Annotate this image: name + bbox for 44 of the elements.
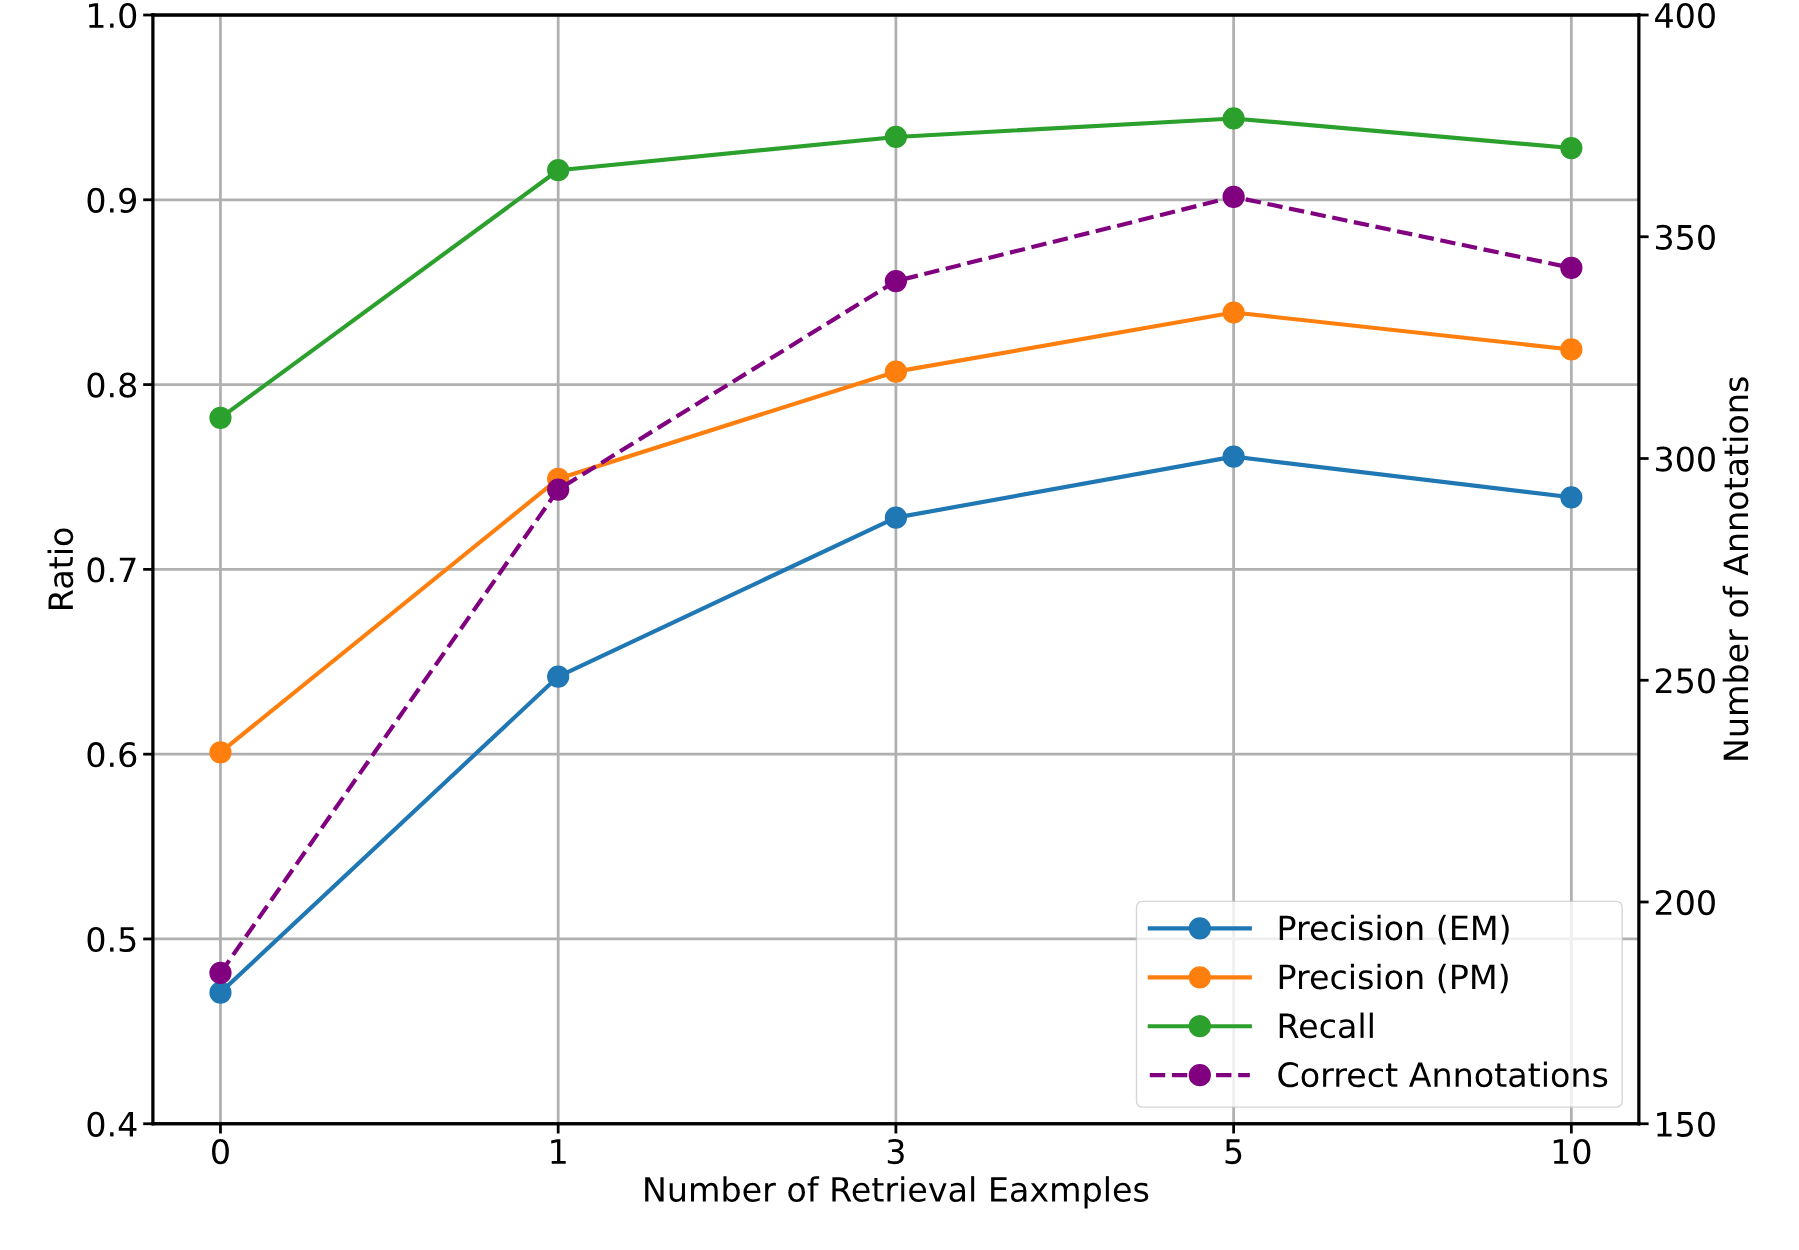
x-axis-title: Number of Retrieval Eaxmples xyxy=(645,1176,1149,1209)
legend-label: Precision (PM) xyxy=(1279,963,1508,994)
legend-label: Precision (EM) xyxy=(1279,914,1509,945)
point xyxy=(1560,486,1583,509)
y-tick-label: 0.7 xyxy=(87,557,136,583)
point xyxy=(1560,136,1583,160)
point xyxy=(209,981,232,1004)
point xyxy=(1222,445,1245,468)
point xyxy=(884,125,908,149)
y-tick-label: 0.5 xyxy=(87,926,136,953)
point xyxy=(1222,301,1245,324)
y2-tick-label: 200 xyxy=(1655,889,1715,916)
point xyxy=(1222,107,1245,130)
y-tick-label: 1.0 xyxy=(88,2,137,29)
legend-label: Recall xyxy=(1279,1012,1373,1039)
point xyxy=(884,506,908,529)
legend-label: Correct Annotations xyxy=(1278,1061,1608,1088)
y2-tick-label: 300 xyxy=(1656,446,1715,472)
y-tick-label: 0.4 xyxy=(87,1111,137,1137)
y2-axis-title: Number of Annotations xyxy=(1722,377,1749,760)
point xyxy=(1560,338,1583,361)
y-tick-label: 0.8 xyxy=(87,372,137,398)
x-tick-label: 3 xyxy=(887,1138,904,1165)
point xyxy=(884,269,908,293)
y2-tick-label: 150 xyxy=(1657,1111,1715,1137)
point xyxy=(547,159,570,182)
point xyxy=(209,961,232,985)
y2-tick-label: 250 xyxy=(1655,668,1715,694)
x-tick-label: 0 xyxy=(212,1138,229,1165)
y-axis-title: Ratio xyxy=(47,528,74,609)
x-tick-label: 1 xyxy=(551,1139,566,1164)
point xyxy=(547,665,570,688)
point xyxy=(884,360,908,383)
x-tick-label: 5 xyxy=(1225,1139,1242,1165)
point xyxy=(209,741,232,764)
y2-tick-label: 350 xyxy=(1656,224,1715,250)
point xyxy=(209,406,232,429)
point xyxy=(547,478,570,501)
x-tick-label: 10 xyxy=(1553,1138,1591,1165)
point xyxy=(1560,256,1583,279)
point xyxy=(1222,185,1245,208)
y-tick-label: 0.6 xyxy=(87,742,137,768)
y2-tick-label: 400 xyxy=(1655,2,1715,29)
y-tick-label: 0.9 xyxy=(87,187,136,213)
